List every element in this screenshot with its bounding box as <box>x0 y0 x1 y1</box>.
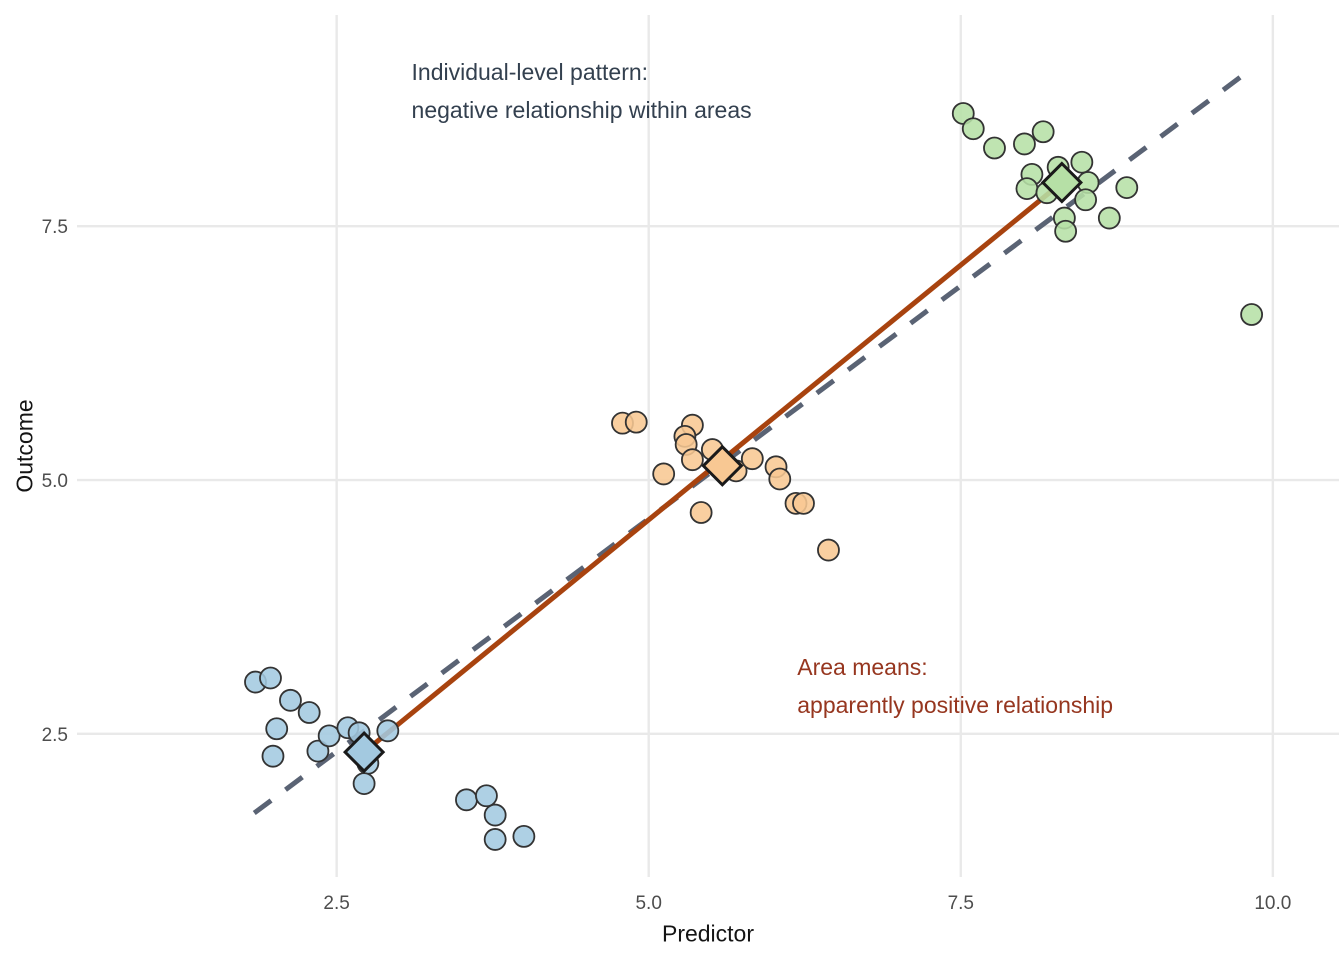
data-point-area-3-green <box>1115 176 1139 200</box>
data-point-area-3-green <box>983 136 1006 160</box>
data-point-area-1-blue <box>297 701 321 724</box>
data-point-area-3-green <box>1015 177 1039 201</box>
area-means-annotation: Area means: <box>797 654 927 680</box>
data-point-area-2-orange <box>689 501 713 524</box>
data-point-area-1-blue <box>317 724 341 748</box>
x-axis-title: Predictor <box>661 920 755 947</box>
x-tick-label: 5.0 <box>635 893 661 914</box>
data-point-area-3-green <box>1074 188 1098 212</box>
data-point-area-3-green <box>961 117 985 141</box>
y-tick-label: 7.5 <box>42 217 68 238</box>
data-point-area-2-orange <box>652 462 676 486</box>
data-point-area-3-green <box>1097 206 1121 230</box>
mean-area-3-diamond <box>1040 161 1084 204</box>
data-point-area-3-green <box>1031 120 1055 144</box>
data-point-area-2-orange <box>740 447 764 471</box>
data-point-area-1-blue <box>265 717 289 741</box>
x-tick-label: 10.0 <box>1254 893 1291 914</box>
individual-level-annotation: Individual-level pattern: <box>412 59 649 85</box>
y-tick-label: 2.5 <box>42 725 68 746</box>
data-point-area-1-blue <box>352 772 376 795</box>
data-point-area-2-orange <box>792 491 815 515</box>
area-means-annotation: apparently positive relationship <box>797 692 1113 718</box>
data-point-area-1-blue <box>376 719 400 743</box>
data-point-area-2-orange <box>624 410 648 434</box>
data-point-area-1-blue <box>512 824 536 848</box>
individual-level-annotation: negative relationship within areas <box>412 97 752 123</box>
data-point-area-1-blue <box>259 666 282 690</box>
y-tick-label: 5.0 <box>42 471 68 492</box>
data-point-area-3-green <box>1070 150 1094 174</box>
mean-area-1-diamond <box>342 730 386 774</box>
mean-area-2-diamond <box>701 444 744 487</box>
data-point-area-2-orange <box>680 448 704 472</box>
data-point-area-2-orange <box>817 538 840 562</box>
data-point-area-3-green <box>1054 219 1078 243</box>
x-tick-label: 7.5 <box>948 893 974 914</box>
data-point-area-3-green <box>1013 132 1036 156</box>
data-point-area-1-blue <box>279 688 302 712</box>
data-point-area-1-blue <box>306 739 330 763</box>
data-point-area-1-blue <box>483 803 507 827</box>
data-point-area-1-blue <box>455 788 478 812</box>
data-point-area-3-green <box>1240 303 1264 326</box>
y-axis-title: Outcome <box>11 399 38 493</box>
data-point-area-2-orange <box>768 467 792 491</box>
data-point-area-1-blue <box>483 828 507 851</box>
data-point-area-1-blue <box>261 744 285 768</box>
x-tick-label: 2.5 <box>323 893 349 914</box>
data-point-area-1-blue <box>475 784 498 808</box>
pooled-regression-dashed-line <box>252 65 1255 816</box>
